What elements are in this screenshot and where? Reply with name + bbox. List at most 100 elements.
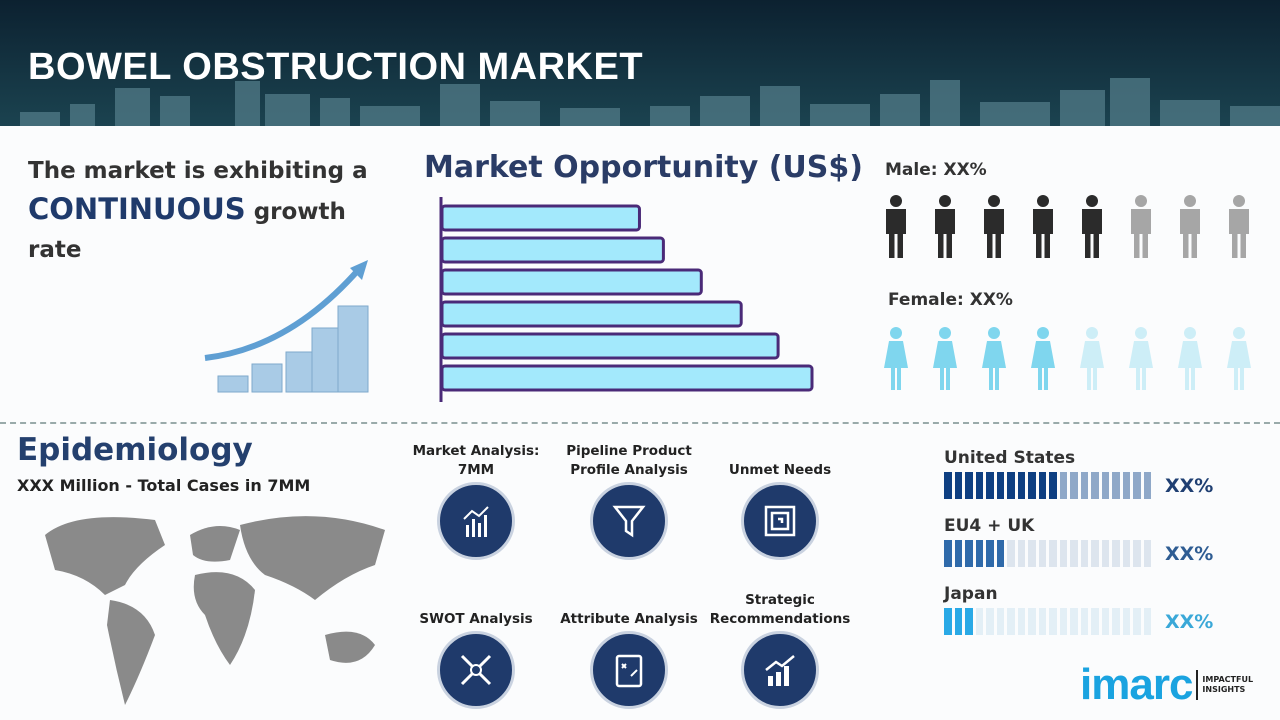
progress-segment (1038, 540, 1046, 567)
region-name: Japan (944, 584, 998, 604)
male-figure-icon (1229, 195, 1249, 258)
progress-segment (1038, 608, 1046, 635)
male-figure-icon (886, 195, 906, 258)
progress-segment (996, 540, 1004, 567)
male-figure-icon (984, 195, 1004, 258)
region-item: EU4 + UK XX% (944, 516, 1213, 567)
male-figure-icon (1180, 195, 1200, 258)
analysis-item: Unmet Needs (700, 440, 860, 560)
female-figures (882, 326, 1253, 390)
progress-segment (1007, 472, 1015, 499)
progress-segment (1028, 540, 1036, 567)
female-figure-icon (982, 327, 1006, 390)
progress-segment (965, 540, 973, 567)
progress-segment (996, 472, 1004, 499)
progress-segment (1017, 540, 1025, 567)
epidemiology-title: Epidemiology (17, 432, 253, 468)
progress-segment (1028, 608, 1036, 635)
imarc-logo: imarc IMPACTFUL INSIGHTS (1080, 660, 1253, 710)
region-progress-bar (944, 472, 1151, 499)
progress-segment (986, 540, 994, 567)
progress-segment (1049, 608, 1057, 635)
male-figures (882, 194, 1253, 258)
progress-segment (1122, 472, 1130, 499)
market-bar (440, 268, 703, 296)
header-banner: BOWEL OBSTRUCTION MARKET (0, 0, 1280, 126)
progress-segment (1091, 540, 1099, 567)
market-bar (440, 364, 814, 392)
progress-segment (1038, 472, 1046, 499)
analysis-item: Pipeline Product Profile Analysis (549, 440, 709, 560)
male-figure-icon (1131, 195, 1151, 258)
progress-segment (1080, 608, 1088, 635)
region-percentage: XX% (1165, 474, 1214, 497)
progress-segment (1122, 608, 1130, 635)
female-figure-icon (1031, 327, 1055, 390)
region-percentage: XX% (1165, 610, 1214, 633)
progress-segment (975, 608, 983, 635)
female-figure-icon (1129, 327, 1153, 390)
progress-segment (965, 608, 973, 635)
progress-segment (1049, 540, 1057, 567)
analysis-label: Market Analysis: 7MM (412, 443, 540, 478)
region-item: Japan XX% (944, 584, 1213, 635)
analysis-item: Market Analysis: 7MM (396, 440, 556, 560)
logo-brand: imarc (1080, 660, 1193, 709)
progress-segment (1007, 608, 1015, 635)
progress-segment (975, 472, 983, 499)
progress-segment (1007, 540, 1015, 567)
market-opportunity-title: Market Opportunity (US$) (424, 150, 863, 185)
growth-bars-icon (741, 631, 819, 709)
city-skyline-graphic (20, 78, 1280, 126)
progress-segment (1091, 472, 1099, 499)
progress-segment (944, 540, 952, 567)
analysis-label: Attribute Analysis (560, 611, 698, 627)
progress-segment (1070, 608, 1078, 635)
market-bar (440, 300, 743, 328)
progress-segment (1143, 608, 1151, 635)
market-bar (440, 236, 665, 264)
male-figure-icon (935, 195, 955, 258)
region-name: EU4 + UK (944, 516, 1035, 536)
female-figure-icon (933, 327, 957, 390)
progress-segment (1101, 608, 1109, 635)
progress-segment (1101, 540, 1109, 567)
analysis-item: Strategic Recommendations (700, 589, 860, 709)
progress-segment (1112, 608, 1120, 635)
progress-segment (1112, 472, 1120, 499)
section-divider (0, 422, 1280, 424)
growth-line-2: growth (253, 199, 346, 225)
page-title: BOWEL OBSTRUCTION MARKET (28, 46, 644, 88)
progress-segment (1059, 608, 1067, 635)
progress-segment (944, 472, 952, 499)
logo-tagline-1: IMPACTFUL (1202, 675, 1254, 684)
region-percentage: XX% (1165, 542, 1214, 565)
progress-segment (1080, 472, 1088, 499)
swot-arrows-icon (437, 631, 515, 709)
progress-segment (965, 472, 973, 499)
male-label: Male: XX% (885, 160, 987, 180)
progress-segment (1101, 472, 1109, 499)
market-opportunity-bars (439, 197, 814, 402)
world-map-icon (45, 516, 385, 705)
analysis-label: Strategic Recommendations (709, 592, 851, 627)
growth-statement: The market is exhibiting a CONTINUOUS gr… (28, 152, 368, 269)
progress-segment (986, 472, 994, 499)
progress-segment (944, 608, 952, 635)
market-bar (440, 332, 780, 360)
region-item: United States XX% (944, 448, 1213, 499)
progress-segment (1070, 540, 1078, 567)
logo-tagline-2: INSIGHTS (1202, 685, 1246, 694)
funnel-icon (590, 482, 668, 560)
progress-segment (1059, 472, 1067, 499)
female-figure-icon (1080, 327, 1104, 390)
female-figure-icon (1227, 327, 1251, 390)
progress-segment (1133, 540, 1141, 567)
progress-segment (954, 472, 962, 499)
analysis-label: SWOT Analysis (419, 611, 533, 627)
progress-segment (1122, 540, 1130, 567)
growth-chart-arrow-icon (204, 260, 369, 393)
clipboard-strategy-icon (590, 631, 668, 709)
progress-segment (954, 540, 962, 567)
female-label: Female: XX% (888, 290, 1013, 310)
